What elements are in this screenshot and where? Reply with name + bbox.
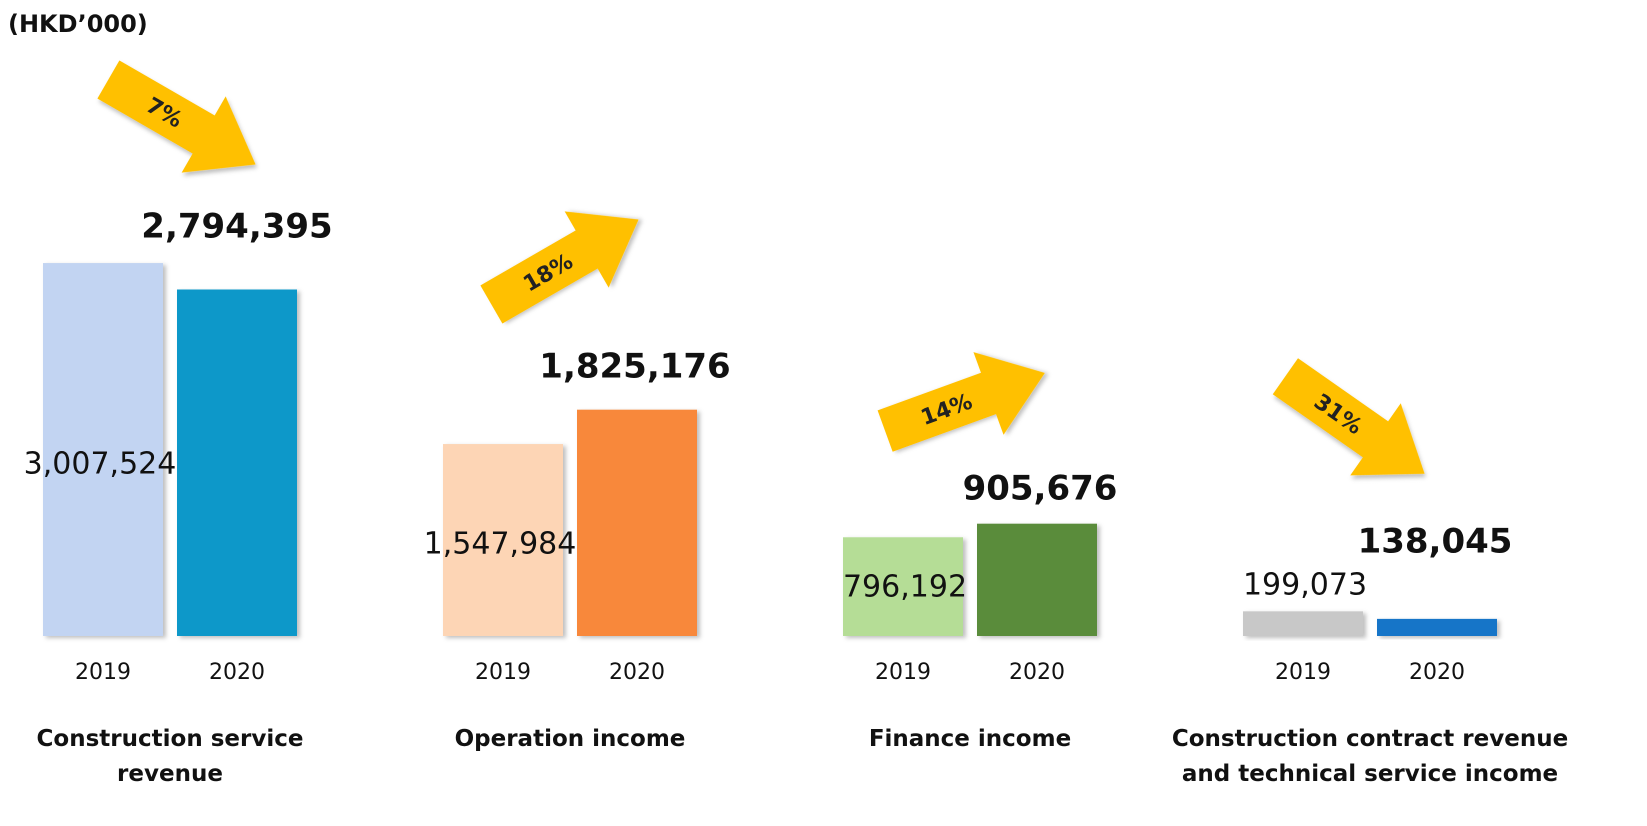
- bar: [1243, 611, 1363, 636]
- x-tick-label: 2019: [75, 660, 131, 685]
- arrow-shape: [1272, 358, 1425, 476]
- x-tick-label: 2020: [1009, 660, 1065, 685]
- value-label: 3,007,524: [24, 447, 177, 482]
- bar: [977, 523, 1097, 636]
- change-arrow: 14%: [877, 352, 1045, 452]
- bar: [43, 263, 163, 636]
- unit-label: (HKD’000): [8, 10, 148, 38]
- group-title: Construction contract revenue and techni…: [1171, 726, 1569, 787]
- arrow-shape: [480, 211, 639, 324]
- group-title: Construction service revenue: [36, 726, 304, 787]
- x-tick-label: 2019: [475, 660, 531, 685]
- group-title: Operation income: [454, 726, 686, 752]
- x-tick-label: 2020: [1409, 660, 1465, 685]
- change-arrow: 7%: [97, 60, 256, 173]
- bar: [843, 537, 963, 636]
- value-label: 138,045: [1358, 522, 1513, 562]
- value-label: 2,794,395: [141, 207, 332, 247]
- bar: [177, 289, 297, 636]
- arrow-shape: [877, 352, 1045, 452]
- bar: [577, 409, 697, 636]
- bar: [443, 444, 563, 636]
- arrow-shape: [97, 60, 256, 173]
- x-tick-label: 2019: [1275, 660, 1331, 685]
- x-tick-label: 2020: [209, 660, 265, 685]
- x-tick-label: 2019: [875, 660, 931, 685]
- change-arrow: 31%: [1272, 358, 1425, 476]
- bar: [1377, 618, 1497, 636]
- value-label: 199,073: [1243, 568, 1367, 603]
- value-label: 905,676: [963, 469, 1118, 509]
- value-label: 1,547,984: [424, 527, 577, 562]
- change-arrow: 18%: [480, 211, 639, 324]
- value-label: 796,192: [843, 570, 967, 605]
- group-title: Finance income: [868, 726, 1072, 752]
- x-tick-label: 2020: [609, 660, 665, 685]
- value-label: 1,825,176: [539, 347, 730, 387]
